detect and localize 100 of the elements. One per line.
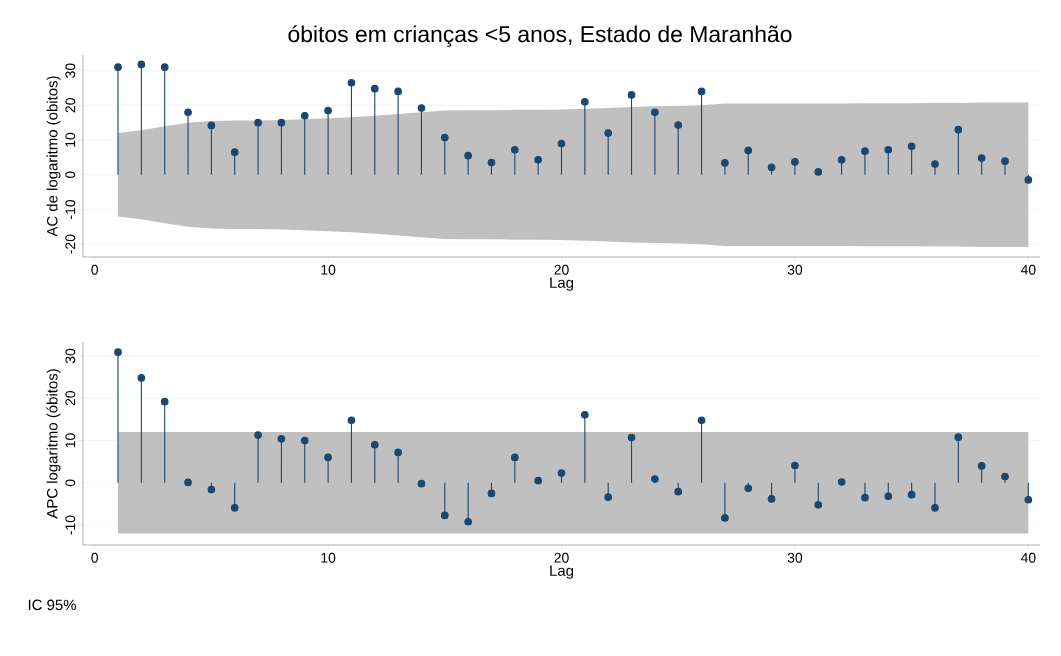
point xyxy=(557,469,566,477)
point xyxy=(581,98,589,106)
point xyxy=(114,63,122,71)
point xyxy=(1024,495,1033,504)
point xyxy=(954,125,963,134)
x-tick-label: 0 xyxy=(91,552,99,563)
point xyxy=(510,453,519,462)
x-tick-label: 20 xyxy=(554,552,569,563)
y-tick-label: 0 xyxy=(65,171,76,179)
x-tick-label: 40 xyxy=(1020,264,1036,275)
point xyxy=(627,433,636,442)
point xyxy=(534,155,543,164)
point xyxy=(674,487,683,496)
point xyxy=(721,159,729,167)
point xyxy=(651,108,659,117)
point xyxy=(324,453,332,462)
point xyxy=(791,461,799,470)
point xyxy=(417,479,426,488)
point xyxy=(557,139,566,148)
point xyxy=(1001,157,1009,166)
point xyxy=(744,146,753,155)
point xyxy=(160,63,169,71)
point xyxy=(837,155,846,164)
point xyxy=(114,348,122,357)
point xyxy=(137,374,146,382)
x-tick-label: 10 xyxy=(321,264,336,275)
x-axis-title: Lag xyxy=(550,565,573,579)
point xyxy=(394,87,402,96)
point xyxy=(814,500,823,509)
point xyxy=(347,416,356,425)
point xyxy=(651,475,659,483)
point xyxy=(931,160,939,168)
point xyxy=(347,78,356,87)
point xyxy=(907,490,916,499)
point xyxy=(370,84,379,93)
point xyxy=(861,147,869,155)
point xyxy=(464,517,472,526)
point xyxy=(207,485,216,494)
point xyxy=(791,158,799,166)
point xyxy=(324,106,332,115)
x-tick-label: 10 xyxy=(321,552,336,563)
x-tick-label: 40 xyxy=(1020,552,1036,563)
point xyxy=(744,484,753,493)
y-tick-label: -10 xyxy=(65,515,76,535)
point xyxy=(207,121,216,130)
point xyxy=(697,416,706,425)
point xyxy=(767,495,776,503)
point xyxy=(627,91,636,99)
point xyxy=(814,168,823,176)
x-axis-title: Lag xyxy=(550,277,573,291)
point xyxy=(510,145,519,154)
y-tick-label: 20 xyxy=(65,391,76,406)
y-tick-label: -10 xyxy=(65,199,76,219)
chart-title: óbitos em crianças <5 anos, Estado de Maranhão xyxy=(288,25,792,47)
point xyxy=(697,87,706,96)
point xyxy=(487,158,496,167)
point xyxy=(674,121,683,129)
point xyxy=(300,111,309,120)
point xyxy=(534,476,543,485)
point xyxy=(254,431,262,439)
y-tick-label: 20 xyxy=(65,98,76,113)
point xyxy=(884,492,893,501)
point xyxy=(277,118,286,127)
point xyxy=(767,163,776,172)
point xyxy=(370,440,379,449)
point xyxy=(1024,176,1033,184)
point xyxy=(977,462,986,470)
point xyxy=(137,60,146,69)
point xyxy=(931,503,939,512)
point xyxy=(721,514,729,522)
x-tick-label: 30 xyxy=(787,264,803,275)
point xyxy=(184,478,192,487)
y-tick-label: 30 xyxy=(65,63,76,78)
y-axis-title: AC de logaritmo (obitos) xyxy=(46,76,61,237)
point xyxy=(977,154,986,162)
y-tick-label: 10 xyxy=(65,132,76,147)
point xyxy=(464,151,472,160)
y-tick-label: 10 xyxy=(65,433,76,448)
y-axis-title: APC logaritmo (óbitos) xyxy=(46,369,61,519)
text: IC 95% xyxy=(28,599,76,611)
point xyxy=(440,133,449,142)
x-tick-label: 0 xyxy=(91,264,99,275)
point xyxy=(394,448,402,457)
point xyxy=(230,148,239,157)
x-tick-label: 20 xyxy=(554,264,569,275)
y-tick-label: 0 xyxy=(65,479,76,487)
point xyxy=(884,145,893,154)
y-tick-label: -20 xyxy=(65,234,76,254)
point xyxy=(604,129,613,137)
point xyxy=(487,489,496,498)
point xyxy=(581,410,589,419)
point xyxy=(254,118,262,127)
x-tick-label: 30 xyxy=(787,552,803,563)
point xyxy=(417,104,426,112)
point xyxy=(1001,472,1009,481)
point xyxy=(184,108,192,117)
point xyxy=(837,478,846,486)
point xyxy=(160,397,169,406)
point xyxy=(230,503,239,512)
point xyxy=(440,511,449,520)
